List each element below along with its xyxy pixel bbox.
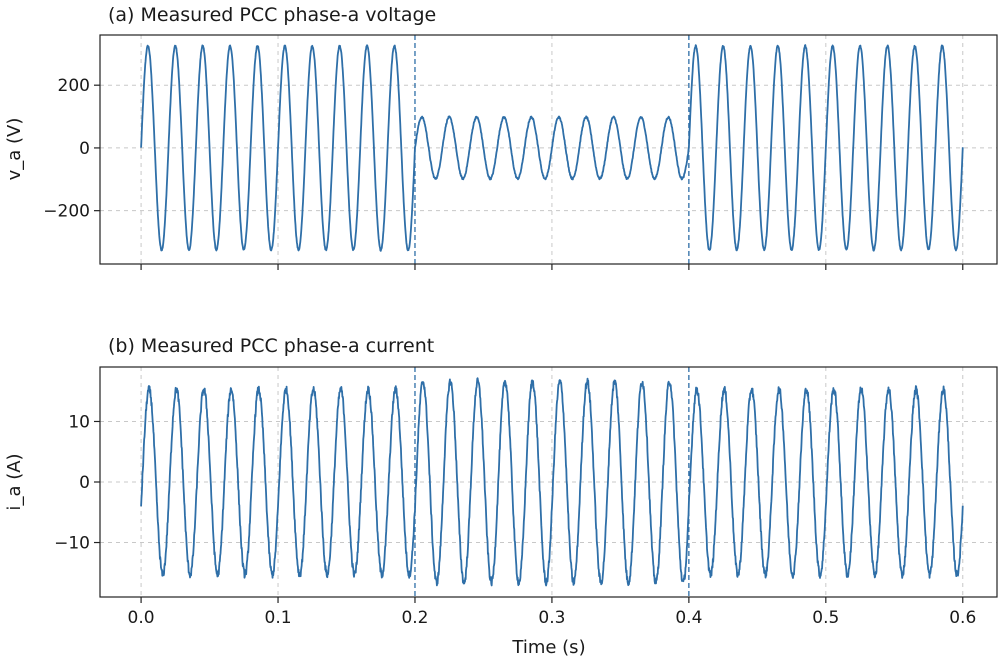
panel-b-title: (b) Measured PCC phase-a current (108, 335, 434, 357)
panel-b-series (140, 377, 964, 587)
panel-a-ticks: −200 0 200 (43, 76, 964, 270)
panel-current: (b) Measured PCC phase-a current i_a (A)… (4, 335, 998, 658)
panel-b-event-lines (414, 367, 690, 597)
y-tick-label-1: 0 (79, 139, 90, 159)
panel-voltage: (a) Measured PCC phase-a voltage v_a (V)… (4, 4, 998, 270)
y-tick-label-2: 10 (68, 412, 90, 432)
panel-a-title: (a) Measured PCC phase-a voltage (108, 4, 436, 26)
x-tick-label-0: 0.0 (128, 608, 155, 628)
panel-a-series (140, 44, 964, 252)
y-tick-label-2: 200 (58, 76, 90, 96)
panel-b-ylabel: i_a (A) (4, 453, 25, 510)
series-line-v_a (140, 44, 964, 252)
x-tick-label-5: 0.5 (812, 608, 839, 628)
panel-a-axes-frame (99, 34, 998, 265)
x-tick-label-1: 0.1 (265, 608, 292, 628)
y-tick-label-1: 0 (79, 473, 90, 493)
y-tick-label-0: −10 (54, 534, 90, 554)
x-tick-label-6: 0.6 (949, 608, 976, 628)
panel-b-xlabel: Time (s) (511, 637, 585, 658)
x-tick-label-4: 0.4 (675, 608, 702, 628)
panel-a-ylabel: v_a (V) (4, 118, 25, 181)
y-tick-label-0: −200 (43, 202, 90, 222)
x-tick-label-3: 0.3 (538, 608, 565, 628)
panel-b-ticks: 0.0 0.1 0.2 0.3 0.4 0.5 0.6 −10 0 10 (54, 412, 976, 628)
series-line-i_a (140, 377, 964, 587)
x-tick-label-2: 0.2 (401, 608, 428, 628)
